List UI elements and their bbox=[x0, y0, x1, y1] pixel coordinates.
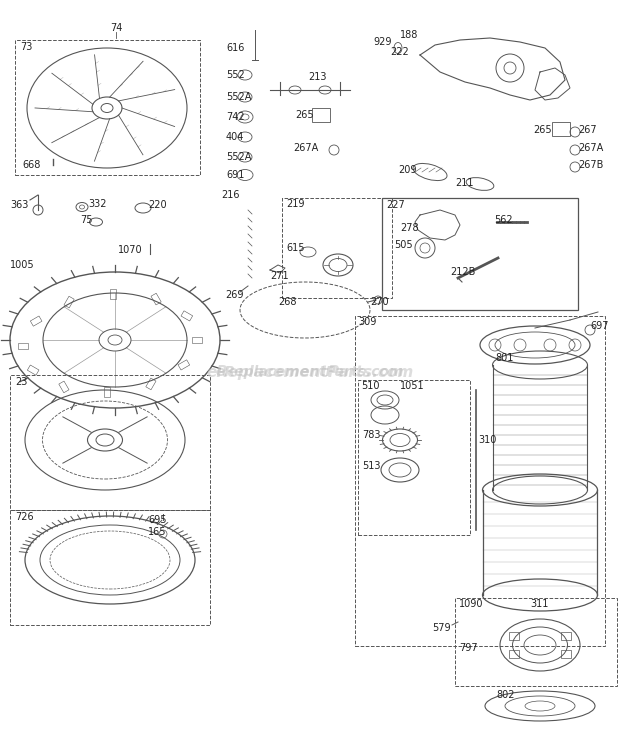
Text: 1051: 1051 bbox=[400, 381, 425, 391]
Text: 271: 271 bbox=[270, 271, 289, 281]
Text: 227: 227 bbox=[386, 200, 405, 210]
Text: 510: 510 bbox=[361, 381, 379, 391]
Text: 73: 73 bbox=[20, 42, 32, 52]
Text: 552A: 552A bbox=[226, 92, 251, 102]
Text: eReplacementParts.com: eReplacementParts.com bbox=[216, 365, 404, 379]
Bar bbox=[10, 510, 210, 625]
Text: 801: 801 bbox=[495, 353, 513, 363]
Bar bbox=[282, 198, 392, 298]
Bar bbox=[64, 296, 74, 308]
Bar bbox=[151, 293, 161, 305]
Text: 267B: 267B bbox=[578, 160, 603, 170]
Text: 188: 188 bbox=[400, 30, 419, 40]
Text: 802: 802 bbox=[496, 690, 515, 700]
Text: 216: 216 bbox=[221, 190, 239, 200]
Bar bbox=[509, 632, 519, 640]
Text: 267A: 267A bbox=[293, 143, 318, 153]
Text: 552: 552 bbox=[226, 70, 245, 80]
Text: 404: 404 bbox=[226, 132, 244, 142]
Bar bbox=[552, 122, 570, 136]
Text: 220: 220 bbox=[148, 200, 167, 210]
Bar bbox=[561, 650, 571, 658]
Text: 1005: 1005 bbox=[10, 260, 35, 270]
Text: 726: 726 bbox=[15, 512, 33, 522]
Bar bbox=[146, 378, 156, 390]
Text: 562: 562 bbox=[494, 215, 513, 225]
Text: 579: 579 bbox=[432, 623, 451, 633]
Bar bbox=[178, 360, 190, 370]
Text: 697: 697 bbox=[590, 321, 608, 331]
Text: 783: 783 bbox=[362, 430, 381, 440]
Text: 222: 222 bbox=[390, 47, 409, 57]
Text: 74: 74 bbox=[110, 23, 122, 33]
Text: 668: 668 bbox=[22, 160, 40, 170]
Bar bbox=[455, 598, 617, 686]
Text: 270: 270 bbox=[370, 297, 389, 307]
Bar bbox=[561, 632, 571, 640]
Text: eReplacementParts.com: eReplacementParts.com bbox=[206, 365, 414, 379]
Text: 742: 742 bbox=[226, 112, 245, 122]
Text: 267A: 267A bbox=[578, 143, 603, 153]
Bar bbox=[15, 40, 200, 175]
Text: 267: 267 bbox=[578, 125, 596, 135]
Text: 212B: 212B bbox=[450, 267, 476, 277]
Bar bbox=[382, 198, 578, 310]
Text: 311: 311 bbox=[530, 599, 548, 609]
Text: 75: 75 bbox=[80, 215, 92, 225]
Bar bbox=[18, 343, 28, 349]
Text: 691: 691 bbox=[226, 170, 244, 180]
Text: 1070: 1070 bbox=[118, 245, 143, 255]
Text: 363: 363 bbox=[10, 200, 29, 210]
Text: 265: 265 bbox=[295, 110, 314, 120]
Text: 23: 23 bbox=[15, 377, 27, 387]
Text: 268: 268 bbox=[278, 297, 296, 307]
Text: 219: 219 bbox=[286, 199, 304, 209]
Text: 269: 269 bbox=[225, 290, 244, 300]
Text: 695: 695 bbox=[148, 515, 167, 525]
Bar bbox=[355, 316, 605, 646]
Text: 265: 265 bbox=[533, 125, 552, 135]
Text: 505: 505 bbox=[394, 240, 413, 250]
Bar bbox=[312, 108, 330, 122]
Text: 165: 165 bbox=[148, 527, 167, 537]
Bar bbox=[358, 380, 470, 535]
Text: 211: 211 bbox=[455, 178, 474, 188]
Text: 1090: 1090 bbox=[459, 599, 484, 609]
Bar bbox=[104, 387, 110, 397]
Text: 552A: 552A bbox=[226, 152, 251, 162]
Bar bbox=[30, 316, 42, 326]
Text: 309: 309 bbox=[358, 317, 376, 327]
Text: 209: 209 bbox=[398, 165, 417, 175]
Bar bbox=[27, 365, 39, 375]
Text: 278: 278 bbox=[400, 223, 419, 233]
Text: 797: 797 bbox=[459, 643, 477, 653]
Bar bbox=[59, 381, 69, 393]
Bar bbox=[181, 311, 193, 321]
Bar bbox=[192, 337, 202, 343]
Text: 513: 513 bbox=[362, 461, 381, 471]
Text: 310: 310 bbox=[478, 435, 497, 445]
Text: 332: 332 bbox=[88, 199, 107, 209]
Text: 929: 929 bbox=[373, 37, 391, 47]
Bar bbox=[509, 650, 519, 658]
Text: 213: 213 bbox=[308, 72, 327, 82]
Bar bbox=[10, 375, 210, 510]
Text: 615: 615 bbox=[286, 243, 304, 253]
Text: 616: 616 bbox=[226, 43, 244, 53]
Bar bbox=[110, 289, 116, 299]
